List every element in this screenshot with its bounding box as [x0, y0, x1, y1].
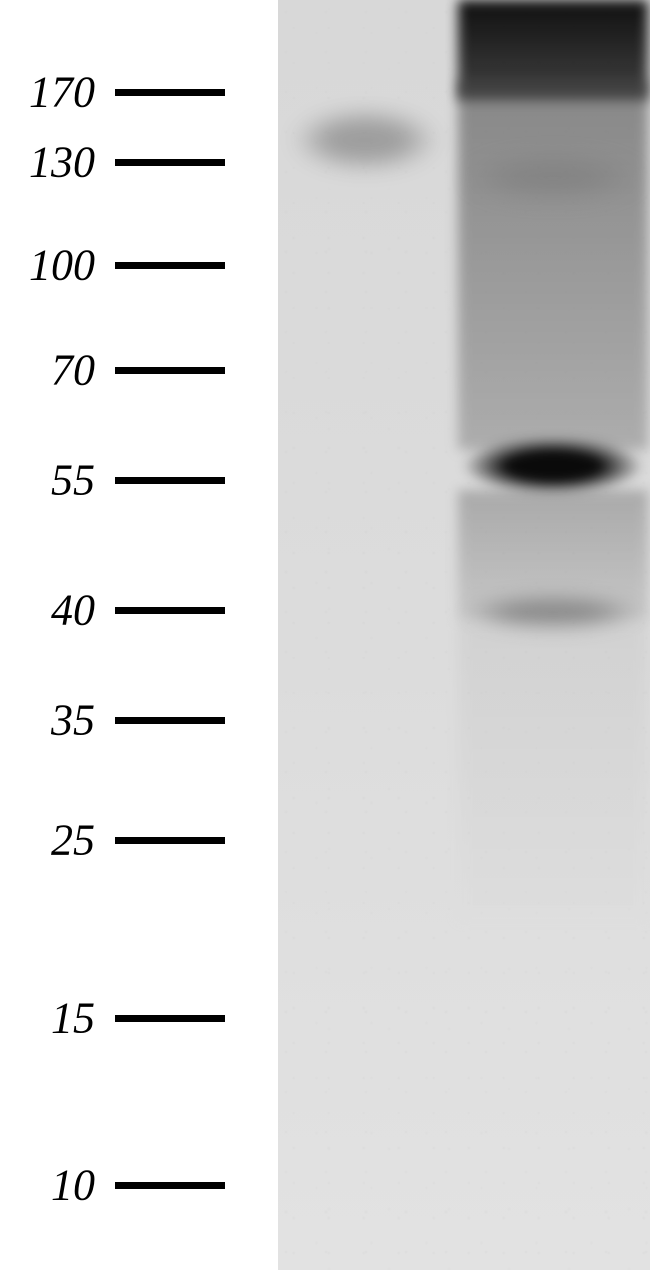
marker-label-55: 55 [51, 455, 95, 506]
marker-tick-55 [115, 477, 225, 484]
marker-tick-15 [115, 1015, 225, 1022]
membrane [278, 0, 650, 1270]
marker-tick-130 [115, 159, 225, 166]
marker-label-130: 130 [29, 137, 95, 188]
band-lane2-130kda [458, 150, 648, 205]
lane-1 [288, 0, 443, 1270]
marker-tick-35 [115, 717, 225, 724]
marker-label-100: 100 [29, 240, 95, 291]
smear-lane2-lower [458, 620, 648, 920]
marker-label-170: 170 [29, 67, 95, 118]
marker-tick-25 [115, 837, 225, 844]
marker-label-15: 15 [51, 993, 95, 1044]
band-lane2-57kda-main [458, 430, 648, 502]
blot-container: 170 130 100 70 55 40 35 25 15 10 [0, 0, 650, 1270]
smear-lane2-upper [458, 80, 648, 450]
marker-label-70: 70 [51, 345, 95, 396]
marker-tick-100 [115, 262, 225, 269]
band-lane2-40kda [458, 590, 648, 635]
marker-label-10: 10 [51, 1160, 95, 1211]
band-lane1-145kda [288, 100, 443, 180]
marker-tick-70 [115, 367, 225, 374]
marker-label-25: 25 [51, 815, 95, 866]
marker-label-35: 35 [51, 695, 95, 746]
marker-label-40: 40 [51, 585, 95, 636]
lane-2 [458, 0, 648, 1270]
marker-tick-40 [115, 607, 225, 614]
marker-tick-170 [115, 89, 225, 96]
marker-tick-10 [115, 1182, 225, 1189]
